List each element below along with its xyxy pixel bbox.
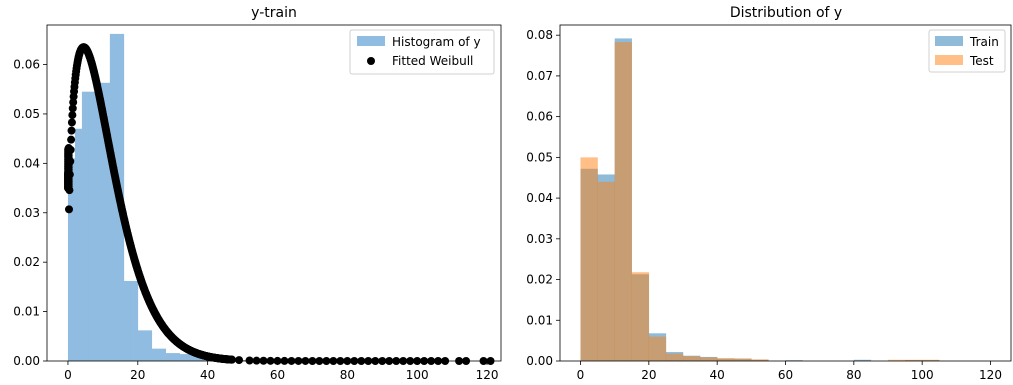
histogram-bar-test (614, 42, 632, 361)
axes-frame (46, 24, 502, 362)
x-tick-label: 120 (476, 368, 499, 382)
y-tick-label: 0.06 (526, 110, 553, 124)
weibull-point (245, 356, 254, 365)
y-tick-label: 0.04 (13, 156, 40, 170)
legend-label-weibull: Fitted Weibull (392, 54, 473, 68)
histogram-bar (144, 330, 153, 361)
y-tick-label: 0.05 (13, 107, 40, 121)
legend-box (349, 29, 495, 75)
axis-ticks: 0 20 40 60 80 100 120 0.00 0.01 0.02 0.03 0.04 0.05 0… (13, 24, 502, 382)
y-tick-label: 0.03 (526, 232, 553, 246)
axis-ticks: 0 20 40 60 80 100 120 0.00 0.01 0.02 0.03 0.04 0.05 0… (526, 24, 1012, 382)
legend-label-test: Test (969, 54, 994, 68)
weibull-point (235, 356, 244, 365)
y-tick-label: 0.08 (526, 28, 553, 42)
weibull-point (67, 135, 76, 144)
x-tick-label: 120 (979, 368, 1002, 382)
histogram-bar-test (717, 358, 735, 361)
histogram-bar-test (683, 356, 701, 361)
x-tick-label: 80 (340, 368, 355, 382)
weibull-point (67, 118, 76, 127)
weibull-point (65, 170, 74, 179)
y-tick-label: 0.02 (526, 273, 553, 287)
chart-y-train: y-train 0 20 40 60 80 100 1200.000.010.020.030… (13, 5, 502, 382)
axes-frame (559, 24, 1012, 362)
legend: Train Test (928, 29, 1006, 73)
x-tick-label: 100 (406, 368, 429, 382)
histogram-bar-train (785, 360, 803, 361)
histogram-bar (81, 91, 90, 362)
x-tick-label: 20 (641, 368, 656, 382)
histogram-bar (130, 280, 139, 361)
histogram-bar-test (580, 157, 598, 361)
histogram-bar-test (751, 359, 769, 361)
histogram-bar (151, 348, 167, 361)
weibull-point (66, 157, 75, 166)
x-tick-label: 60 (270, 368, 285, 382)
histogram-bar-test (631, 272, 650, 361)
chart-title: Distribution of y (730, 5, 842, 21)
histogram-bar-test (922, 359, 940, 361)
y-tick-label: 0.06 (13, 58, 40, 72)
histogram-bar (74, 128, 83, 361)
weibull-point (68, 111, 77, 120)
weibull-point (66, 145, 75, 154)
histogram-bar (67, 158, 76, 361)
legend: Histogram of y Fitted Weibull (349, 29, 495, 75)
y-tick-label: 0.05 (526, 150, 553, 164)
histogram-bar-test (700, 357, 718, 361)
legend-swatch-train (935, 36, 963, 46)
histogram-bar (137, 330, 146, 361)
histogram-bar (179, 354, 194, 361)
histogram-bar-test (905, 359, 923, 361)
x-tick-label: 20 (130, 368, 145, 382)
chart-title: y-train (251, 5, 297, 21)
weibull-point (228, 355, 237, 364)
histogram-bar (95, 82, 104, 361)
weibull-point (67, 126, 76, 135)
legend-swatch-histogram (357, 36, 385, 46)
histogram-bar-test (888, 359, 906, 361)
y-tick-label: 0.07 (526, 69, 553, 83)
chart-distribution-of-y: Distribution of y 0 20 40 60 80 100 120 0.00 0.0… (526, 5, 1012, 382)
histogram-bar (88, 91, 97, 362)
legend-swatch-test (935, 55, 963, 65)
histogram-bar-test (734, 358, 752, 361)
histogram-bar-test (597, 181, 615, 361)
histogram-bar-test (665, 353, 684, 361)
y-tick-label: 0.03 (13, 206, 40, 220)
y-tick-label: 0.00 (526, 354, 553, 368)
legend-label-histogram: Histogram of y (392, 35, 481, 49)
weibull-point (65, 186, 74, 195)
x-tick-label: 60 (778, 368, 793, 382)
x-tick-label: 0 (64, 368, 72, 382)
histogram-bar-test (648, 336, 667, 361)
x-tick-label: 40 (710, 368, 725, 382)
y-tick-label: 0.01 (526, 313, 553, 327)
histogram-bar (109, 33, 118, 362)
x-tick-label: 100 (911, 368, 934, 382)
legend-label-train: Train (969, 35, 999, 49)
y-tick-label: 0.04 (526, 191, 553, 205)
histogram-bar (102, 82, 111, 361)
weibull-point (65, 205, 74, 214)
histogram-bar-train (853, 359, 872, 361)
histogram-bar (123, 280, 132, 361)
x-tick-label: 40 (200, 368, 215, 382)
x-tick-label: 0 (577, 368, 585, 382)
y-tick-label: 0.00 (13, 354, 40, 368)
y-tick-label: 0.02 (13, 255, 40, 269)
x-tick-label: 80 (846, 368, 861, 382)
plot-area (64, 33, 495, 365)
histogram-bar (165, 353, 181, 361)
legend-marker-weibull (367, 57, 375, 65)
plot-area (580, 38, 940, 361)
y-tick-label: 0.01 (13, 305, 40, 319)
weibull-point (68, 104, 77, 113)
